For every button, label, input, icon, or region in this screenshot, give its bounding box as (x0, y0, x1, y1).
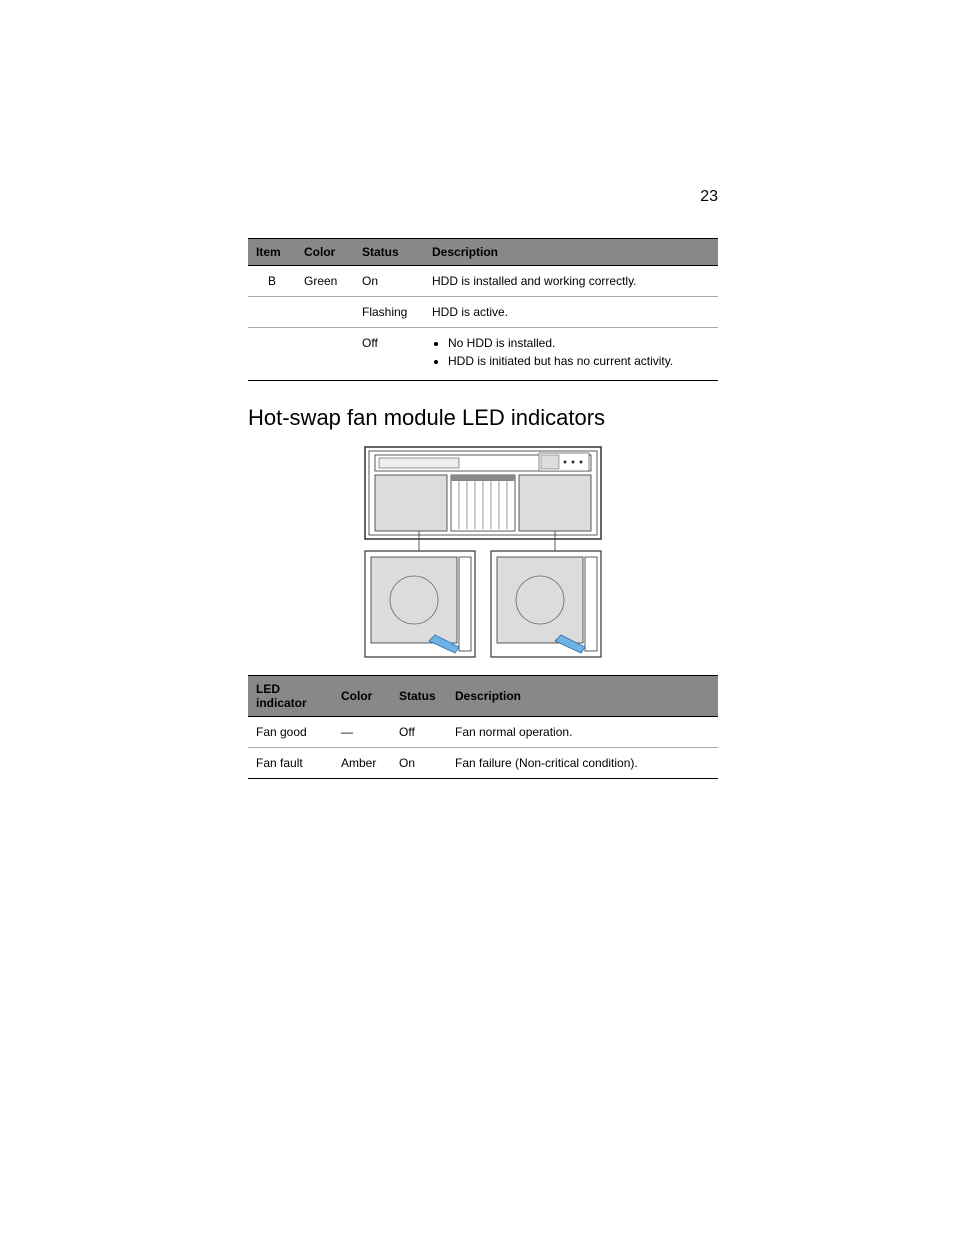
cell-item (248, 297, 296, 328)
table-row: Fan fault Amber On Fan failure (Non-crit… (248, 748, 718, 779)
table-row: B Green On HDD is installed and working … (248, 266, 718, 297)
th-color: Color (333, 676, 391, 717)
cell-color (296, 328, 354, 381)
table-header-row: Item Color Status Description (248, 239, 718, 266)
cell-description: Fan normal operation. (447, 717, 718, 748)
cell-status: Off (354, 328, 424, 381)
th-description: Description (424, 239, 718, 266)
cell-description: Fan failure (Non-critical condition). (447, 748, 718, 779)
cell-status: On (354, 266, 424, 297)
table-row: Fan good — Off Fan normal operation. (248, 717, 718, 748)
cell-description: HDD is active. (424, 297, 718, 328)
cell-led: Fan good (248, 717, 333, 748)
page-number: 23 (700, 188, 718, 206)
th-description: Description (447, 676, 718, 717)
cell-item: B (248, 266, 296, 297)
hdd-led-table: Item Color Status Description B Green On… (248, 238, 718, 381)
cell-color: — (333, 717, 391, 748)
bullet-item: HDD is initiated but has no current acti… (448, 354, 710, 368)
cell-description: No HDD is installed. HDD is initiated bu… (424, 328, 718, 381)
cell-status: On (391, 748, 447, 779)
cell-item (248, 328, 296, 381)
th-color: Color (296, 239, 354, 266)
table-header-row: LED indicator Color Status Description (248, 676, 718, 717)
fan-led-table: LED indicator Color Status Description F… (248, 675, 718, 779)
table-row: Flashing HDD is active. (248, 297, 718, 328)
cell-status: Flashing (354, 297, 424, 328)
cell-status: Off (391, 717, 447, 748)
th-status: Status (391, 676, 447, 717)
cell-color: Amber (333, 748, 391, 779)
cell-led: Fan fault (248, 748, 333, 779)
fan-module-diagram (359, 441, 607, 661)
bullet-item: No HDD is installed. (448, 336, 710, 350)
section-title: Hot-swap fan module LED indicators (248, 405, 718, 431)
cell-color: Green (296, 266, 354, 297)
table-row: Off No HDD is installed. HDD is initiate… (248, 328, 718, 381)
th-status: Status (354, 239, 424, 266)
th-led-indicator: LED indicator (248, 676, 333, 717)
th-item: Item (248, 239, 296, 266)
cell-color (296, 297, 354, 328)
cell-description: HDD is installed and working correctly. (424, 266, 718, 297)
